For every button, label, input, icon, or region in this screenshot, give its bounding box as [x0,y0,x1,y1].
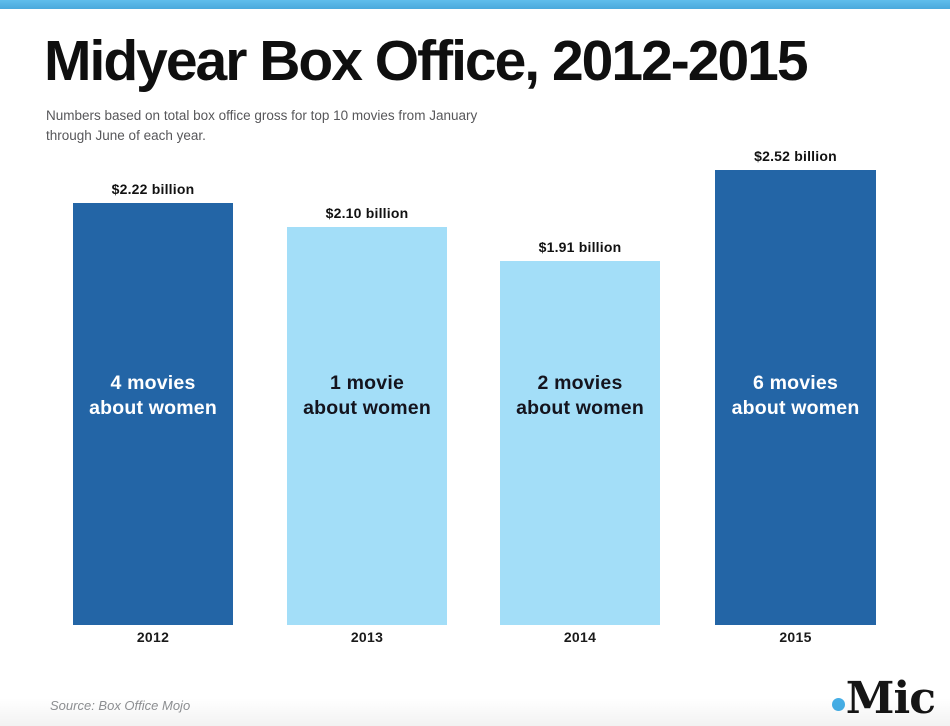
value-label-2015: $2.52 billion [754,148,837,164]
chart-subtitle: Numbers based on total box office gross … [46,106,477,147]
axis-label-2012: 2012 [136,629,170,645]
bar-annotation-line2: about women [89,397,217,420]
bar-annotation-2012: 4 movies about women [73,371,233,422]
chart-subtitle-line2: through June of each year. [46,128,206,144]
bar-annotation-line2: about women [731,397,860,420]
bar-annotation-2015: 6 movies about women [715,371,876,422]
bar-annotation-line2: about women [516,397,644,420]
value-label-2014: $1.91 billion [538,239,622,255]
top-accent-strip [0,0,950,9]
bar-annotation-line1: 1 movie [329,371,405,394]
source-credit: Source: Box Office Mojo [50,698,191,713]
bar-annotation-line2: about women [303,397,431,420]
value-label-2013: $2.10 billion [325,205,409,221]
bar-annotation-line1: 4 movies [110,371,196,394]
bar-annotation-line1: 2 movies [537,371,623,394]
bar-2013: 1 movie about women [287,227,447,625]
bar-2014: 2 movies about women [500,261,660,625]
mic-logo-text: Mic [845,672,936,724]
bar-2012: 4 movies about women [73,203,233,625]
chart-subtitle-line1: Numbers based on total box office gross … [46,108,478,123]
value-label-2012: $2.22 billion [111,181,195,197]
bar-annotation-2013: 1 movie about women [287,371,447,422]
axis-label-2013: 2013 [350,629,384,645]
axis-label-2014: 2014 [563,629,597,645]
bar-2015: 6 movies about women [715,170,876,625]
page-title: Midyear Box Office, 2012-2015 [44,29,809,93]
bar-annotation-line1: 6 movies [752,371,839,394]
axis-label-2015: 2015 [779,629,812,645]
mic-logo-dot-icon [831,698,845,711]
bar-annotation-2014: 2 movies about women [500,371,660,422]
mic-logo: Mic [831,672,936,724]
